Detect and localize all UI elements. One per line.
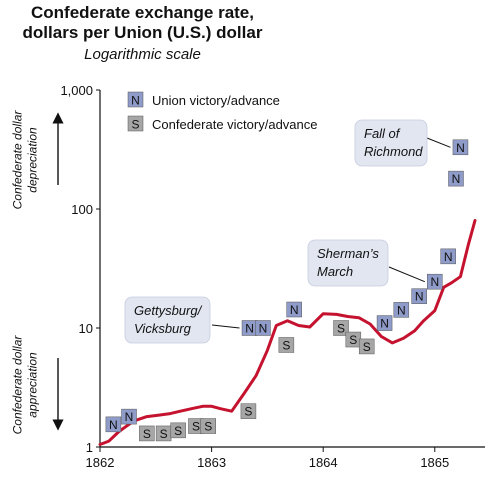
y-tick-label: 1,000 [60, 83, 93, 98]
marker-symbol: N [430, 275, 439, 289]
marker-symbol: N [290, 303, 299, 317]
marker-symbol: S [363, 340, 371, 354]
legend-label: Union victory/advance [152, 93, 280, 108]
confederate-victory-marker [200, 418, 216, 434]
confederate-victory-marker [240, 403, 257, 419]
legend-swatch [127, 91, 144, 108]
annotation-box [307, 239, 389, 287]
marker-symbol: N [125, 410, 134, 424]
union-victory-marker [448, 170, 464, 187]
annotation-text: Gettysburg/ [134, 303, 203, 318]
chart-title-line-2: dollars per Union (U.S.) dollar [22, 23, 263, 42]
union-victory-marker [255, 320, 271, 336]
marker-symbol: S [192, 420, 200, 434]
marker-symbol: N [444, 250, 453, 264]
marker-symbol: N [109, 418, 118, 432]
chart-subtitle: Logarithmic scale [84, 46, 201, 63]
marker-symbol: S [282, 338, 290, 352]
marker-symbol: N [415, 290, 424, 304]
union-victory-marker [376, 315, 393, 331]
union-victory-marker [105, 416, 122, 433]
union-victory-marker [411, 288, 427, 304]
y-axis-label-appreciation: Confederate dollar [11, 335, 25, 435]
union-victory-marker [452, 139, 469, 156]
y-tick-label: 1 [86, 440, 93, 455]
union-victory-marker [286, 301, 302, 318]
annotation-text: Sherman’s [317, 246, 379, 261]
x-tick-label: 1862 [86, 455, 115, 470]
x-tick-label: 1863 [197, 455, 226, 470]
marker-symbol: N [380, 317, 389, 331]
annotation-leader-line [211, 324, 240, 329]
annotation-text: March [317, 264, 353, 279]
marker-symbol: S [160, 427, 168, 441]
x-tick-label: 1865 [420, 455, 449, 470]
confederate-victory-marker [278, 337, 295, 353]
union-victory-marker [440, 248, 456, 265]
confederate-victory-marker [358, 338, 375, 355]
marker-symbol: N [456, 141, 465, 155]
y-tick-label: 10 [79, 321, 93, 336]
y-tick-label: 100 [71, 202, 93, 217]
marker-symbol: N [245, 322, 254, 336]
marker-symbol: N [259, 322, 268, 336]
marker-symbol: N [397, 303, 406, 317]
annotation-text: Richmond [364, 144, 423, 159]
marker-symbol: N [452, 172, 461, 186]
annotation-box [124, 296, 211, 344]
legend-symbol: S [131, 118, 139, 132]
annotation-box [354, 119, 428, 167]
confederate-victory-marker [139, 425, 155, 442]
annotation-text: Fall of [364, 126, 401, 141]
y-axis-label-depreciation: Confederate dollar [11, 110, 25, 210]
legend-label: Confederate victory/advance [152, 117, 317, 132]
marker-symbol: S [337, 322, 345, 336]
legend-swatch [127, 115, 144, 132]
union-victory-marker [393, 302, 410, 318]
chart-title-line-1: Confederate exchange rate, [31, 3, 254, 22]
marker-symbol: S [244, 405, 252, 419]
annotation-leader-line [388, 266, 425, 283]
marker-symbol: S [349, 333, 357, 347]
legend-symbol: N [131, 94, 140, 108]
annotation-leader-line [426, 137, 451, 148]
y-axis-label-depreciation: depreciation [26, 127, 40, 193]
x-tick-label: 1864 [309, 455, 338, 470]
y-axis-label-appreciation: appreciation [26, 352, 40, 418]
union-victory-marker [121, 408, 137, 425]
marker-symbol: S [204, 420, 212, 434]
union-victory-marker [427, 273, 443, 290]
annotation-text: Vicksburg [134, 321, 192, 336]
confederate-victory-marker [170, 422, 186, 439]
confederate-victory-marker [333, 320, 349, 336]
marker-symbol: S [143, 427, 151, 441]
marker-symbol: S [174, 424, 182, 438]
exchange-rate-line [98, 219, 477, 446]
